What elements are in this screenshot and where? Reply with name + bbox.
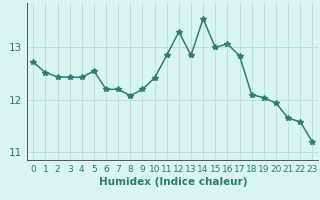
X-axis label: Humidex (Indice chaleur): Humidex (Indice chaleur) [99, 177, 247, 187]
